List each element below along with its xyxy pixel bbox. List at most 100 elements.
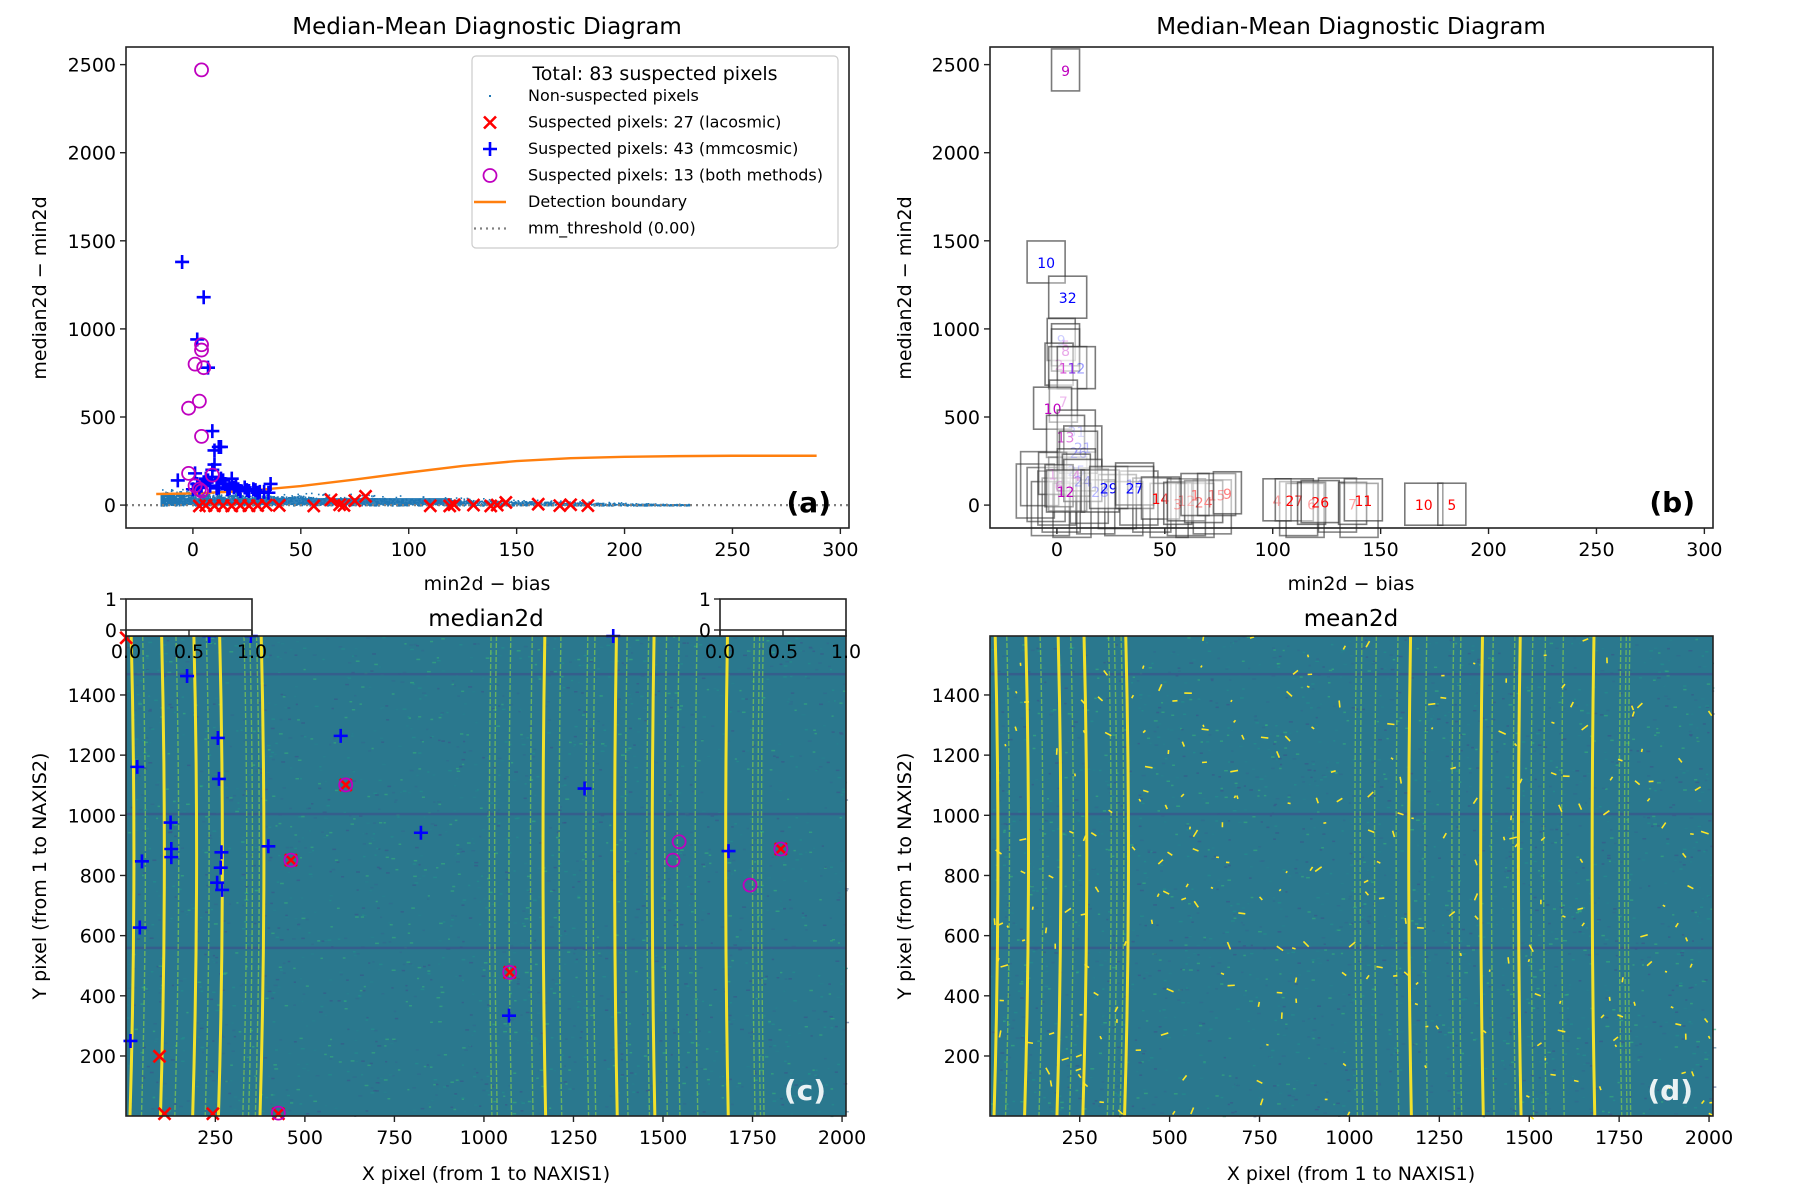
image-noise-pixel (418, 863, 421, 866)
image-noise-pixel (842, 791, 846, 793)
image-noise-pixel (158, 919, 162, 921)
image-noise-pixel (290, 1102, 294, 1104)
image-noise-pixel (279, 658, 283, 660)
panel-a-scatter: Median-Mean Diagnostic Diagram 0 50 100 150… (29, 14, 859, 595)
image-noise-pixel (413, 643, 418, 646)
nonsuspected-pixel (656, 504, 658, 507)
nonsuspected-pixel (162, 499, 164, 501)
nonsuspected-pixel (293, 504, 295, 507)
image-noise-pixel (610, 1049, 615, 1051)
image-noise-pixel (271, 997, 275, 1000)
image-noise-pixel (440, 713, 443, 716)
nonsuspected-pixel (551, 502, 553, 505)
image-noise-pixel (253, 762, 256, 764)
image-noise-pixel (295, 640, 300, 643)
annotation-box (1149, 482, 1189, 539)
nonsuspected-pixel (553, 501, 555, 504)
image-noise-pixel (621, 1058, 624, 1061)
image-noise-pixel (152, 881, 157, 883)
image-noise-pixel (536, 1077, 539, 1080)
image-noise-pixel (315, 1075, 320, 1077)
image-noise-pixel (701, 1000, 705, 1003)
nonsuspected-pixel (271, 504, 274, 507)
nonsuspected-pixel (465, 500, 468, 502)
image-noise-pixel (319, 766, 322, 768)
image-noise-pixel (668, 794, 672, 796)
image-noise-pixel (697, 1093, 700, 1095)
nonsuspected-pixel (489, 500, 492, 503)
image-noise-pixel (250, 1004, 253, 1006)
image-noise-pixel (329, 870, 332, 873)
image-noise-pixel (634, 852, 637, 855)
image-noise-pixel (495, 684, 500, 686)
image-noise-pixel (818, 1093, 821, 1095)
image-noise-pixel (433, 1083, 436, 1086)
x-tick-label: 50 (289, 539, 313, 561)
image-noise-pixel (737, 710, 740, 713)
image-noise-pixel (818, 662, 822, 664)
both-point (194, 62, 209, 78)
nonsuspected-pixel (566, 502, 568, 505)
image-noise-pixel (382, 941, 387, 944)
both-point (194, 337, 209, 353)
image-noise-pixel (474, 864, 479, 867)
image-noise-pixel (294, 685, 298, 688)
lacosmic-point (552, 498, 567, 513)
image-noise-pixel (358, 994, 361, 997)
image-noise-pixel (274, 1068, 279, 1070)
image-noise-pixel (793, 1095, 797, 1097)
image-noise-pixel (214, 774, 218, 777)
image-noise-pixel (221, 989, 225, 992)
image-noise-pixel (245, 965, 248, 968)
image-noise-pixel (830, 1010, 834, 1013)
image-noise-pixel (461, 958, 466, 961)
nonsuspected-pixel (283, 493, 286, 496)
image-noise-pixel (320, 957, 323, 960)
image-noise-pixel (269, 856, 273, 859)
image-noise-pixel (433, 876, 438, 879)
image-noise-pixel (730, 1103, 734, 1106)
image-noise-pixel (385, 1038, 389, 1041)
nonsuspected-pixel (300, 495, 302, 498)
image-noise-pixel (372, 653, 377, 655)
image-noise-pixel (758, 726, 762, 728)
image-noise-pixel (347, 1028, 350, 1031)
image-noise-pixel (814, 1074, 818, 1077)
nonsuspected-pixel (206, 497, 208, 499)
image-noise-pixel (354, 913, 359, 916)
image-noise-pixel (495, 811, 499, 814)
image-noise-pixel (140, 1003, 144, 1005)
image-noise-pixel (350, 1060, 355, 1062)
image-noise-pixel (737, 1082, 742, 1085)
image-noise-pixel (364, 881, 369, 883)
annotation-box (1337, 481, 1368, 526)
image-noise-pixel (159, 1001, 162, 1003)
image-noise-pixel (520, 1110, 524, 1112)
image-noise-pixel (679, 923, 684, 926)
image-noise-pixel (293, 981, 297, 983)
image-noise-pixel (400, 681, 405, 683)
image-noise-pixel (836, 996, 841, 999)
image-noise-pixel (836, 791, 841, 794)
image-noise-pixel (410, 648, 414, 651)
image-noise-pixel (199, 1027, 204, 1030)
image-noise-pixel (377, 907, 380, 909)
image-noise-pixel (501, 703, 504, 706)
image-noise-pixel (393, 1040, 397, 1042)
image-noise-pixel (581, 858, 585, 861)
image-noise-pixel (583, 711, 587, 713)
nonsuspected-pixel (588, 501, 591, 503)
image-noise-pixel (615, 843, 619, 846)
image-noise-pixel (621, 991, 625, 994)
image-noise-pixel (435, 867, 439, 869)
nonsuspected-pixel (168, 497, 170, 499)
image-noise-pixel (231, 1022, 234, 1024)
image-noise-pixel (265, 997, 269, 1000)
image-noise-pixel (573, 1061, 577, 1063)
image-noise-pixel (640, 806, 645, 809)
image-noise-pixel (840, 983, 844, 985)
annotation-label: 12 (1067, 362, 1085, 378)
image-noise-pixel (753, 847, 757, 849)
nonsuspected-pixel (484, 502, 486, 505)
image-noise-pixel (603, 745, 607, 747)
